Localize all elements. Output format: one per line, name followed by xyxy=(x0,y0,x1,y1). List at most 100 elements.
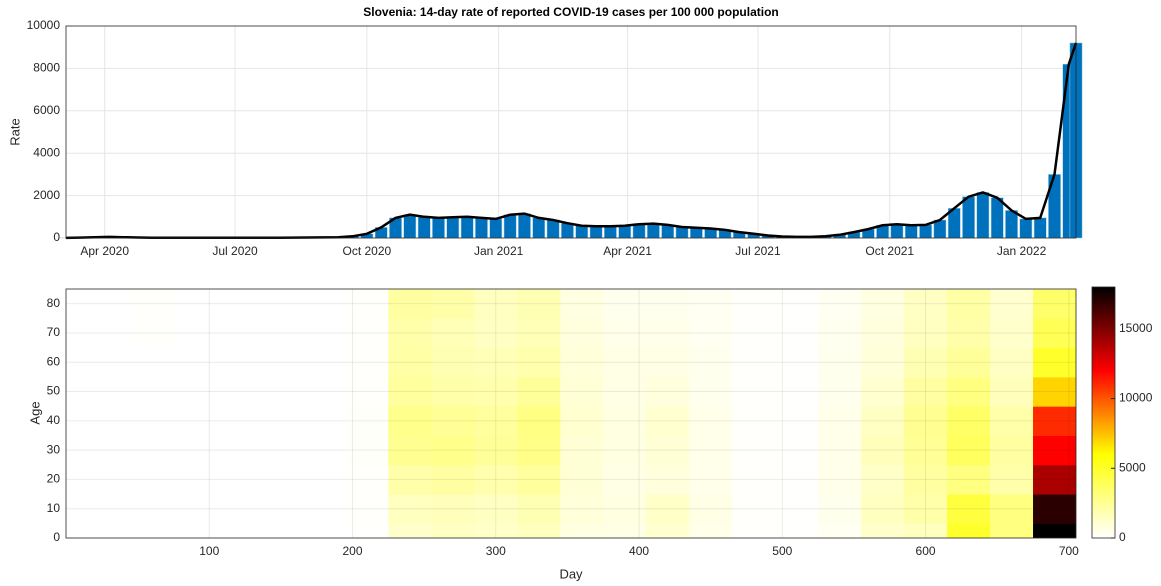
heat-cell xyxy=(388,289,432,319)
heat-cell xyxy=(216,289,260,319)
colorbar-tick-label: 10000 xyxy=(1119,391,1153,405)
bar xyxy=(647,223,660,239)
heat-cell xyxy=(904,347,948,378)
heat-cell xyxy=(689,289,733,319)
bar xyxy=(589,226,603,239)
x-tick-label: Jan 2022 xyxy=(997,244,1047,258)
axes-box xyxy=(65,288,1077,539)
y-axis-label: Rate xyxy=(7,118,22,145)
bar xyxy=(990,197,1004,239)
chart-title: Slovenia: 14-day rate of reported COVID-… xyxy=(363,5,778,19)
colorbar-tick-label: 0 xyxy=(1119,530,1126,544)
heat-cell xyxy=(302,347,346,378)
heat-cell xyxy=(990,464,1034,495)
bar xyxy=(417,216,431,239)
heat-cell xyxy=(646,494,690,524)
heat-cell xyxy=(732,494,776,524)
bar xyxy=(661,224,675,239)
heat-cell xyxy=(517,289,561,319)
y-tick-label: 60 xyxy=(47,354,61,368)
heat-cell xyxy=(431,347,475,378)
heat-cell xyxy=(560,347,604,378)
heat-cell xyxy=(431,376,475,407)
heat-cell xyxy=(818,347,862,378)
heat-cell xyxy=(474,523,518,538)
heat-cell xyxy=(560,406,604,436)
heat-cell xyxy=(603,406,647,436)
heat-cell xyxy=(861,318,905,349)
heat-cell xyxy=(173,318,217,349)
heat-cell xyxy=(603,523,647,538)
heat-cell xyxy=(259,406,303,436)
y-tick-label: 80 xyxy=(47,296,61,310)
heat-cell xyxy=(861,406,905,436)
heat-cell xyxy=(904,318,948,349)
heat-cell xyxy=(947,523,991,538)
heat-cell xyxy=(130,464,174,495)
heat-cell xyxy=(818,289,862,319)
heat-cell xyxy=(259,435,303,466)
x-tick-label: 700 xyxy=(1059,544,1079,558)
x-tick-label: Apr 2020 xyxy=(80,244,129,258)
heat-cell xyxy=(904,523,948,538)
heatmap-cells xyxy=(66,289,1076,538)
y-tick-label: 8000 xyxy=(33,61,60,75)
heat-cell xyxy=(216,464,260,495)
heat-cell xyxy=(732,376,776,407)
heat-cell xyxy=(216,435,260,466)
heat-cell xyxy=(646,464,690,495)
heat-cell xyxy=(87,406,131,436)
heat-cell xyxy=(388,347,432,378)
heat-cell xyxy=(818,376,862,407)
heat-cell xyxy=(904,406,948,436)
bar xyxy=(532,217,546,239)
heat-cell xyxy=(216,523,260,538)
heat-cell xyxy=(775,406,819,436)
bar xyxy=(1033,217,1047,239)
heat-cell xyxy=(560,318,604,349)
x-tick-label: 100 xyxy=(199,544,219,558)
heat-cell xyxy=(947,289,991,319)
heat-cell xyxy=(689,406,733,436)
heat-cell xyxy=(173,376,217,407)
heat-cell xyxy=(87,376,131,407)
heat-cell xyxy=(216,494,260,524)
heat-cell xyxy=(775,376,819,407)
heat-cell xyxy=(474,494,518,524)
heat-cell xyxy=(646,523,690,538)
heat-cell xyxy=(646,435,690,466)
heat-cell xyxy=(818,523,862,538)
heat-cell xyxy=(646,347,690,378)
heat-cell xyxy=(775,494,819,524)
bar xyxy=(904,225,918,239)
x-tick-label: 500 xyxy=(772,544,792,558)
heat-cell xyxy=(87,318,131,349)
heat-cell xyxy=(388,435,432,466)
heat-cell xyxy=(66,523,88,538)
heat-cell xyxy=(990,435,1034,466)
heat-cell xyxy=(775,464,819,495)
heat-cell xyxy=(775,435,819,466)
colorbar-tick-label: 15000 xyxy=(1119,321,1153,335)
heat-cell xyxy=(431,289,475,319)
heat-cell xyxy=(990,376,1034,407)
heat-cell xyxy=(947,494,991,524)
heat-cell xyxy=(87,435,131,466)
heat-cell xyxy=(474,464,518,495)
x-tick-label: Oct 2020 xyxy=(342,244,391,258)
heat-cell xyxy=(1033,289,1076,319)
bar xyxy=(460,216,474,239)
bar xyxy=(575,225,589,239)
heat-cell xyxy=(818,494,862,524)
heat-cell xyxy=(818,464,862,495)
bar xyxy=(561,222,574,239)
bar xyxy=(403,214,417,239)
y-tick-label: 70 xyxy=(47,325,61,339)
heat-cell xyxy=(259,318,303,349)
heat-cell xyxy=(173,435,217,466)
bar xyxy=(690,227,703,239)
heat-cell xyxy=(474,318,518,349)
heat-cell xyxy=(732,347,776,378)
heat-cell xyxy=(861,464,905,495)
